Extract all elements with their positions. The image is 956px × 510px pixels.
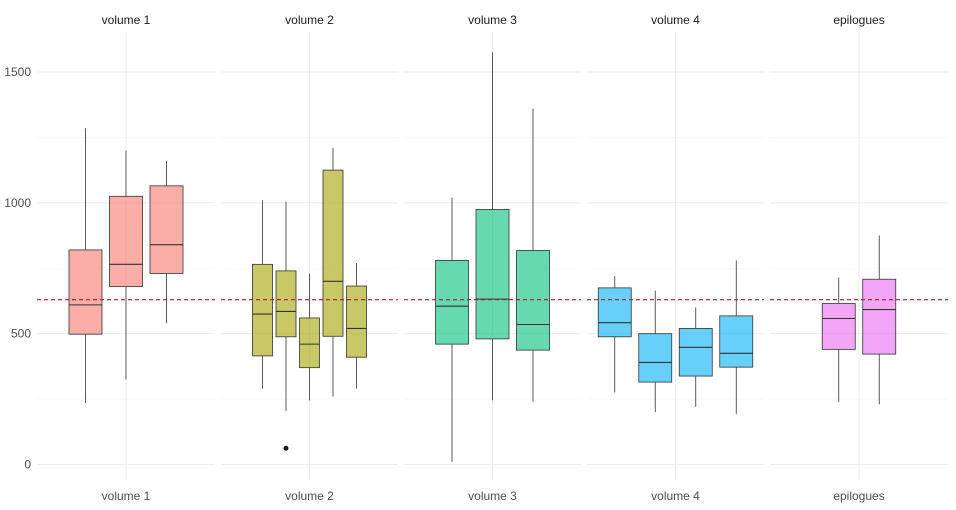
box <box>68 128 103 404</box>
box-body <box>678 328 713 377</box>
box-body <box>821 303 856 350</box>
box <box>109 150 143 380</box>
box-body <box>435 259 469 345</box>
box-body <box>299 317 320 369</box>
facet-panel: epilogues epilogues <box>770 13 948 503</box>
box <box>516 108 550 402</box>
x-tick-label: volume 4 <box>651 489 700 503</box>
box-body <box>252 263 273 357</box>
x-tick-label: volume 1 <box>102 489 151 503</box>
y-tick-label: 0 <box>24 458 31 472</box>
box <box>322 147 344 397</box>
box-body <box>719 315 754 368</box>
box <box>252 200 273 389</box>
y-tick-label: 1500 <box>4 65 31 79</box>
x-tick-label: volume 2 <box>285 489 334 503</box>
facet-panel: volume 4 volume 4 <box>587 13 764 503</box>
box-body <box>68 249 103 335</box>
facet-title: epilogues <box>833 13 884 27</box>
facets: volume 1 volume 1 volume 2 volume 2 volume 3… <box>37 13 948 503</box>
facet-panel: volume 3 volume 3 <box>404 13 581 503</box>
box <box>821 277 856 403</box>
y-axis-tick-labels: 0 500 1000 1500 <box>4 65 31 472</box>
outlier-point <box>283 445 289 451</box>
box <box>597 276 632 393</box>
box-body <box>475 208 510 340</box>
box-body <box>346 285 367 358</box>
box <box>149 160 184 324</box>
y-tick-label: 500 <box>11 327 31 341</box>
box-body <box>862 278 897 355</box>
box-body <box>597 287 632 338</box>
facet-title: volume 1 <box>102 13 151 27</box>
box <box>299 273 320 401</box>
facet-panel: volume 1 volume 1 <box>37 13 215 503</box>
x-tick-label: volume 3 <box>468 489 517 503</box>
x-tick-label: epilogues <box>833 489 884 503</box>
box <box>719 260 754 415</box>
box <box>475 52 510 401</box>
facet-title: volume 2 <box>285 13 334 27</box>
box-body <box>149 185 184 274</box>
box-body <box>275 270 297 338</box>
box-body <box>638 333 673 383</box>
box <box>638 290 673 413</box>
box <box>435 197 469 462</box>
box-body <box>516 250 550 351</box>
box <box>346 263 367 389</box>
box-body <box>322 169 344 337</box>
facet-title: volume 3 <box>468 13 517 27</box>
facet-panel: volume 2 volume 2 <box>221 13 398 503</box>
box <box>862 235 897 405</box>
box <box>275 201 297 451</box>
box-body <box>109 195 143 287</box>
box <box>678 307 713 407</box>
facet-title: volume 4 <box>651 13 700 27</box>
y-tick-label: 1000 <box>4 196 31 210</box>
